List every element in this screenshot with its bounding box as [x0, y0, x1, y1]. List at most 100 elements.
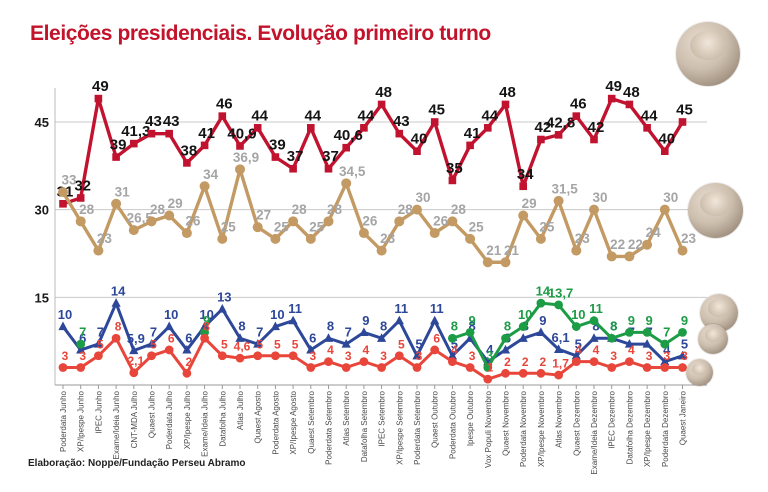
series-tan-point: [500, 257, 511, 268]
series-blue-point: [76, 344, 86, 354]
series-green-value-label: 14: [536, 284, 551, 299]
series-small-red-point: [217, 351, 227, 361]
series-blue-value-label: 8: [592, 319, 599, 334]
series-tan-value-label: 34,5: [339, 164, 366, 179]
series-red-top-point: [183, 159, 191, 167]
series-small-red-point: [536, 368, 546, 378]
series-green-value-label: 8: [610, 319, 617, 334]
x-axis-label: Datafolha Setembro: [360, 390, 369, 462]
series-green-point: [660, 339, 670, 349]
series-blue-point: [253, 339, 263, 348]
series-red-top-point: [484, 124, 492, 132]
series-tan-value-label: 22: [610, 237, 625, 252]
x-axis-label: Quaest Setembro: [307, 390, 316, 453]
series-blue-point: [536, 327, 546, 336]
series-tan-point: [571, 245, 582, 256]
series-tan-value-label: 25: [221, 219, 237, 234]
series-blue-value-label: 7: [97, 325, 104, 340]
candidate-photo-small-2: [698, 324, 728, 354]
series-tan-value-label: 27: [256, 208, 271, 223]
series-tan-value-label: 22: [628, 237, 643, 252]
x-axis-label: Quaest Agosto: [254, 390, 263, 443]
series-blue-value-label: 8: [610, 319, 617, 334]
series-blue-point: [500, 344, 511, 354]
series-tan-value-label: 25: [539, 219, 555, 234]
x-axis-label: IPEC Setembro: [378, 390, 387, 446]
series-small-red-point: [288, 351, 298, 361]
series-red-top-point: [324, 164, 333, 173]
series-small-red-value-label: 3: [646, 349, 653, 363]
series-small-red-value-label: 2: [522, 355, 529, 369]
series-red-top-value-label: 41: [464, 125, 481, 142]
series-green-value-label: 7: [663, 325, 670, 340]
series-red-top-value-label: 40: [658, 131, 675, 148]
x-axis-label: Atlas Novembro: [555, 390, 564, 447]
x-axis-label: XP/Ipespe Junho: [77, 390, 86, 451]
series-tan-point: [659, 204, 670, 215]
series-small-red-value-label: 8: [115, 320, 122, 334]
series-small-red-value-label: 1: [486, 361, 493, 375]
series-red-top-value-label: 44: [304, 107, 321, 124]
series-small-red-value-label: 4: [327, 343, 334, 357]
series-red-top-value-label: 42,8: [546, 114, 575, 131]
series-small-red-point: [642, 363, 652, 372]
series-blue-value-label: 10: [58, 307, 72, 322]
series-red-top-point: [554, 131, 563, 139]
series-red-top-point: [112, 153, 120, 161]
series-small-red-value-label: 6: [168, 331, 175, 345]
series-blue-point: [146, 339, 157, 348]
y-axis-label-30: 30: [35, 203, 49, 218]
series-tan-point: [358, 228, 369, 239]
series-tan-point: [465, 233, 476, 244]
series-red-top-value-label: 37: [322, 148, 339, 165]
series-red-top-value-label: 45: [428, 101, 445, 118]
series-tan-point: [553, 195, 564, 206]
series-small-red-point: [448, 357, 457, 367]
series-small-red-point: [678, 363, 687, 372]
series-red-top-point: [501, 100, 510, 109]
series-green-point: [678, 327, 687, 337]
series-tan-point: [535, 233, 546, 244]
series-tan-value-label: 21: [486, 243, 502, 258]
series-green-value-label: 9: [645, 313, 652, 328]
series-red-top-value-label: 41: [198, 125, 215, 142]
x-axis-label: Poderdata Agosto: [271, 390, 280, 454]
series-green-point: [625, 327, 634, 337]
series-blue-point: [323, 333, 334, 342]
x-axis-label: Datafolha Dezembro: [625, 390, 634, 464]
series-small-red-point: [58, 363, 68, 372]
series-red-top-point: [147, 129, 156, 138]
series-red-top-value-label: 43: [163, 113, 180, 130]
series-green-value-label: 10: [571, 307, 585, 322]
x-axis-label: XP/Ipespe Julho: [183, 390, 192, 449]
series-small-red-value-label: 3: [469, 349, 476, 363]
series-red-top-value-label: 45: [676, 101, 693, 118]
series-blue-point: [677, 350, 688, 360]
series-tan-point: [93, 245, 104, 256]
series-red-top-point: [519, 182, 527, 191]
series-blue-point: [430, 315, 440, 325]
series-small-red-point: [129, 368, 139, 378]
series-blue-value-label: 10: [270, 307, 284, 322]
series-tan-value-label: 24: [646, 225, 662, 240]
series-green-point: [483, 363, 493, 372]
series-tan-point: [111, 198, 122, 209]
series-tan-value-label: 25: [309, 219, 325, 234]
series-small-red-value-label: 3: [416, 349, 423, 363]
series-tan-value-label: 36,9: [233, 150, 259, 165]
series-blue-point: [111, 298, 121, 307]
series-tan-value-label: 34: [203, 167, 219, 182]
series-tan-point: [606, 251, 617, 262]
series-tan-point: [75, 216, 86, 227]
series-small-red-value-label: 4: [363, 343, 370, 357]
attribution-text: Elaboração: Noppe/Fundação Perseu Abramo: [28, 458, 246, 469]
series-tan-point: [518, 210, 529, 221]
series-red-top-value-label: 46: [216, 96, 233, 113]
x-axis-label: IPEC Junho: [94, 390, 103, 433]
series-small-red-value-label: 4: [628, 343, 635, 357]
x-axis-label: Exame/Ideia Dezembro: [590, 390, 599, 474]
series-tan-value-label: 25: [469, 219, 485, 234]
series-green-point: [536, 298, 546, 308]
series-tan-value-label: 28: [451, 202, 467, 217]
series-blue-value-label: 5: [415, 336, 422, 351]
